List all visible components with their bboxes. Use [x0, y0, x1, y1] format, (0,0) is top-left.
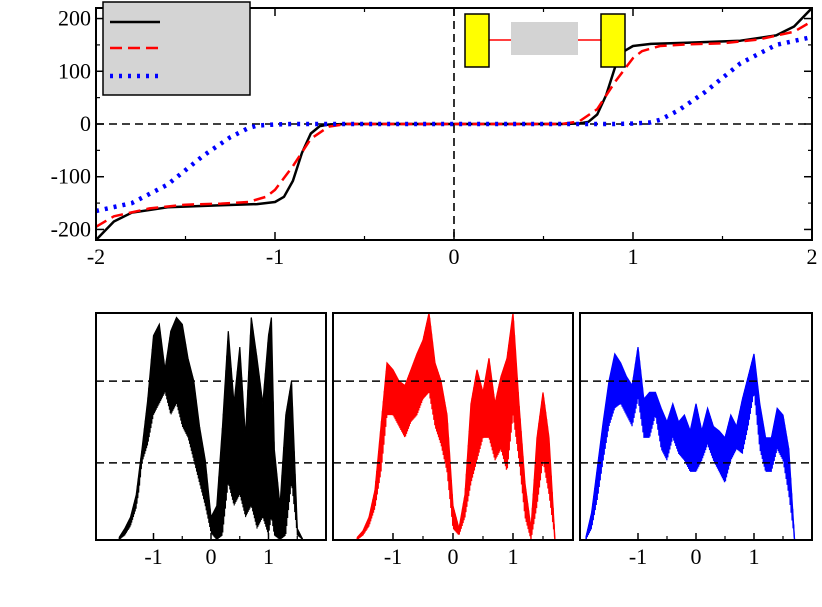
spectral-x-tick-label: 0: [448, 544, 459, 569]
iv-plot-frame: [95, 7, 813, 241]
spectral-trace: [118, 317, 304, 540]
spectral-x-tick-label: -1: [629, 544, 647, 569]
spectral-series-g3: [585, 347, 796, 540]
spectral-envelope: [356, 313, 556, 540]
spectral-envelope: [118, 316, 304, 540]
spectral-x-tick-label: 1: [749, 544, 760, 569]
iv-panel: -2 -1 0 1 2 -200 -100 0 100 200: [51, 1, 818, 269]
iv-x-tick-label: 2: [807, 244, 818, 269]
spectral-trace: [356, 314, 556, 540]
device-schematic: [464, 13, 626, 68]
spectral-panel-g3: -1 0 1: [579, 312, 813, 569]
spectral-series-g125: [356, 313, 556, 540]
spectral-panels: -1 0 1 -1 0 1 -1 0 1: [95, 312, 813, 569]
spectral-x-tick-label: 0: [691, 544, 702, 569]
spectral-envelope: [585, 347, 796, 540]
iv-x-tick-label: -2: [87, 244, 105, 269]
iv-y-tick-label: -200: [51, 216, 91, 241]
spectral-x-tick-label: 1: [263, 544, 274, 569]
iv-y-tick-label: -100: [51, 164, 91, 189]
iv-series-g125: [95, 20, 813, 228]
iv-x-tick-label: -1: [266, 244, 284, 269]
spectral-panel-g125: -1 0 1: [332, 312, 574, 569]
schematic-electrode-right: [600, 13, 626, 68]
spectral-panel-group: -1 0 1 -1 0 1 -1 0 1: [95, 312, 813, 569]
legend-box: [102, 1, 251, 96]
spectral-trace: [585, 350, 796, 540]
iv-series-g3: [95, 34, 813, 214]
spectral-x-tick-label: 0: [206, 544, 217, 569]
spectral-x-tick-label: -1: [144, 544, 162, 569]
spectral-series-g025: [118, 316, 304, 540]
iv-y-tick-label: 0: [80, 111, 91, 136]
spectral-x-tick-label: -1: [384, 544, 402, 569]
spectral-x-tick-label: 1: [508, 544, 519, 569]
iv-curves: [95, 7, 813, 241]
legend: [102, 1, 251, 96]
schematic-molecule: [511, 22, 578, 55]
iv-y-tick-label: 100: [58, 58, 91, 83]
schematic-electrode-left: [464, 13, 490, 68]
iv-series-g025: [95, 7, 813, 241]
iv-y-tick-label: 200: [58, 6, 91, 31]
iv-x-tick-label: 1: [628, 244, 639, 269]
iv-x-tick-label: 0: [449, 244, 460, 269]
spectral-panel-g025: -1 0 1: [95, 312, 327, 569]
